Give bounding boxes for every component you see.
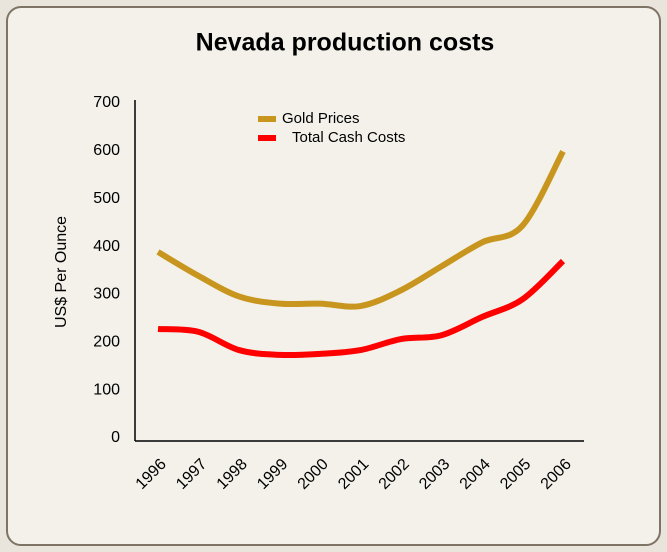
legend-swatch [258,135,276,141]
series-line [157,258,566,359]
y-axis-label: US$ Per Ounce [53,216,70,328]
y-tick-label: 500 [93,190,120,207]
y-tick-label: 0 [111,429,120,446]
legend-label: Gold Prices [282,110,360,127]
frame [6,6,661,546]
y-tick-label: 300 [93,286,120,303]
y-tick-label: 700 [93,94,120,111]
legend-label: Total Cash Costs [292,129,405,146]
legend-swatch [258,116,276,122]
y-tick-label: 100 [93,381,120,398]
series-line [156,150,566,310]
y-tick-label: 400 [93,238,120,255]
y-tick-label: 200 [93,334,120,351]
chart-title: Nevada production costs [196,29,495,57]
y-tick-label: 600 [93,142,120,159]
